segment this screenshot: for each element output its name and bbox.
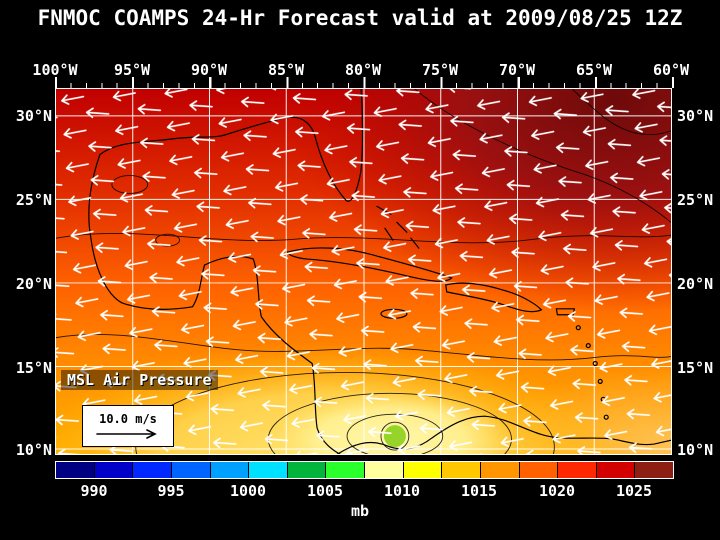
- colorbar-tick-label: 1015: [460, 482, 498, 500]
- colorbar: [55, 461, 674, 479]
- colorbar-segment: [210, 462, 249, 478]
- colorbar-segment: [365, 462, 403, 478]
- wind-scale-arrow-icon: [96, 429, 157, 439]
- lon-label: 85°W: [267, 61, 305, 79]
- lon-label: 90°W: [190, 61, 228, 79]
- colorbar-segments: [56, 462, 673, 478]
- colorbar-tick-label: 995: [157, 482, 185, 500]
- wind-vector-field: [56, 89, 671, 454]
- colorbar-segment: [519, 462, 558, 478]
- lat-label: 30°N: [677, 107, 714, 125]
- lat-label: 25°N: [677, 191, 714, 209]
- field-label: MSL Air Pressure: [61, 370, 218, 390]
- colorbar-unit: mb: [350, 502, 370, 520]
- colorbar-tick-label: 1000: [229, 482, 267, 500]
- colorbar-segment: [635, 462, 673, 478]
- page-title: FNMOC COAMPS 24-Hr Forecast valid at 200…: [37, 6, 683, 30]
- colorbar-segment: [326, 462, 364, 478]
- lat-label: 20°N: [15, 275, 52, 293]
- pressure-field-map: [56, 89, 671, 454]
- colorbar-tick-label: 1025: [615, 482, 653, 500]
- lat-label: 15°N: [15, 359, 52, 377]
- lon-label: 65°W: [575, 61, 613, 79]
- colorbar-tick-label: 1010: [383, 482, 421, 500]
- lon-label: 75°W: [421, 61, 459, 79]
- colorbar-tick-label: 1020: [538, 482, 576, 500]
- colorbar-segment: [56, 462, 94, 478]
- wind-scale-box: 10.0 m/s: [82, 405, 174, 447]
- colorbar-segment: [480, 462, 519, 478]
- lat-label: 10°N: [677, 441, 714, 459]
- colorbar-segment: [403, 462, 442, 478]
- wind-scale-label: 10.0 m/s: [99, 412, 157, 426]
- colorbar-segment: [94, 462, 133, 478]
- colorbar-segment: [558, 462, 596, 478]
- colorbar-segment: [287, 462, 326, 478]
- lon-label: 70°W: [498, 61, 536, 79]
- lat-label: 10°N: [15, 441, 52, 459]
- colorbar-segment: [442, 462, 480, 478]
- lon-minor-ticks: [55, 83, 674, 88]
- colorbar-tick-label: 1005: [306, 482, 344, 500]
- lat-label: 15°N: [677, 359, 714, 377]
- lon-major-ticks: [55, 77, 674, 88]
- lon-label: 80°W: [344, 61, 382, 79]
- lon-label: 100°W: [32, 61, 78, 79]
- lon-label: 60°W: [652, 61, 690, 79]
- lat-label: 25°N: [15, 191, 52, 209]
- colorbar-segment: [249, 462, 287, 478]
- colorbar-segment: [133, 462, 171, 478]
- colorbar-segment: [171, 462, 210, 478]
- lat-label: 30°N: [15, 107, 52, 125]
- colorbar-tick-label: 990: [80, 482, 108, 500]
- colorbar-segment: [596, 462, 635, 478]
- lon-label: 95°W: [113, 61, 151, 79]
- map-area: MSL Air Pressure 10.0 m/s: [55, 88, 672, 455]
- lat-label: 20°N: [677, 275, 714, 293]
